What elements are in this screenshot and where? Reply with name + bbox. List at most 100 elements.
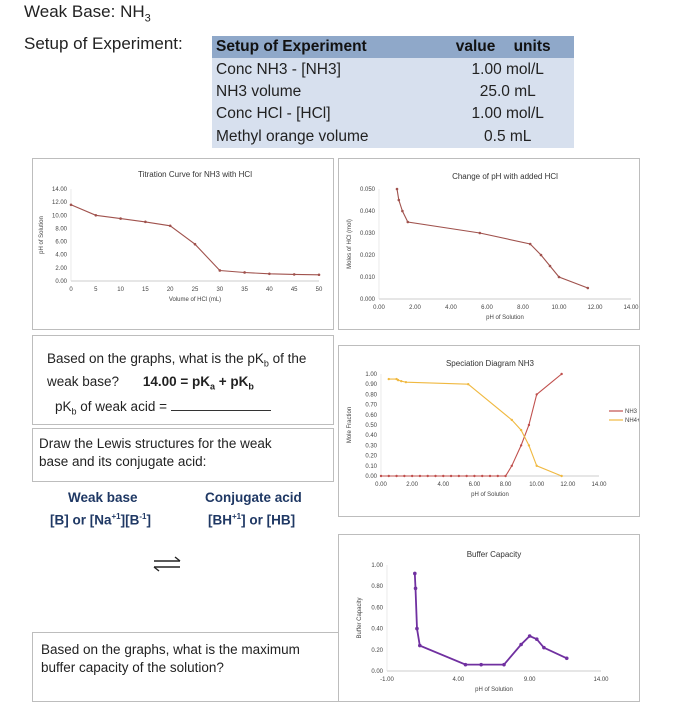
setup-header-units: units	[513, 38, 551, 56]
y-tick-label: 1.00	[365, 372, 377, 378]
pkb-answer-blank[interactable]	[170, 398, 271, 411]
data-point	[418, 474, 422, 478]
data-point	[387, 377, 390, 381]
data-point	[504, 474, 507, 478]
equilibrium-arrows-icon	[153, 556, 181, 572]
y-tick-label: 0.050	[360, 187, 376, 193]
data-point	[119, 217, 122, 220]
y-tick-label: 0.00	[365, 474, 377, 480]
y-tick-label: 0.90	[365, 382, 377, 388]
x-tick-label: 8.00	[517, 305, 529, 311]
speciation-chart: Speciation Diagram NH3 0.00 0.10 0.20 0.30 0.…	[347, 359, 641, 498]
x-tick-label: 0	[69, 287, 73, 293]
data-point	[467, 383, 470, 386]
buffer-prompt-line2: buffer capacity of the solution?	[41, 660, 224, 675]
series-line-hcl	[396, 188, 588, 289]
data-point	[527, 444, 531, 447]
x-tick-label: 9.00	[524, 677, 536, 683]
x-tick-label: 40	[266, 287, 273, 293]
data-point	[387, 474, 390, 478]
data-point	[479, 662, 483, 667]
data-point	[415, 626, 419, 631]
data-point	[535, 464, 538, 467]
pkb-prompt-line1-a: Based on the graphs, what is the pK	[47, 351, 264, 366]
y-tick-label: 0.40	[371, 627, 383, 633]
y-tick-label: 12.00	[52, 200, 68, 206]
x-tick-label: 0.00	[375, 482, 387, 488]
x-tick-label: 6.00	[481, 305, 493, 311]
data-point	[292, 273, 296, 276]
data-point	[379, 474, 383, 478]
y-tick-label: 0.30	[365, 443, 377, 449]
pkb-question-box: Based on the graphs, what is the pKb of …	[32, 335, 334, 425]
data-point	[535, 393, 538, 396]
data-point	[395, 187, 399, 191]
data-point	[396, 378, 400, 382]
data-point	[413, 571, 417, 576]
setup-row-value: 0.5 mL	[441, 125, 574, 148]
y-tick-label: 10.00	[52, 213, 68, 219]
setup-table: Setup of Experiment value units Conc NH3…	[212, 36, 574, 148]
data-point	[218, 269, 222, 272]
x-tick-label: 2.00	[406, 482, 418, 488]
data-point	[502, 662, 506, 667]
x-tick-label: 10	[117, 287, 124, 293]
data-point	[527, 423, 531, 427]
x-tick-label: 8.00	[500, 482, 512, 488]
buffer-prompt-line1: Based on the graphs, what is the maximum	[41, 642, 300, 657]
x-tick-label: -1.00	[380, 677, 394, 683]
chart-title: Speciation Diagram NH3	[446, 359, 535, 368]
y-tick-label: 0.000	[360, 297, 376, 303]
pkb-prompt-sub: b	[263, 358, 269, 369]
data-point	[539, 253, 543, 257]
x-tick-label: 14.00	[623, 305, 639, 311]
conj-acid-label: Conjugate acid	[205, 490, 302, 505]
x-axis-label: pH of Solution	[475, 687, 513, 693]
data-point	[449, 474, 453, 478]
x-tick-label: 2.00	[409, 305, 421, 311]
data-point	[510, 418, 513, 422]
series-line-nh4-	[388, 378, 562, 477]
series-line-buffer-capacity	[413, 573, 568, 666]
y-tick-label: 0.020	[360, 253, 376, 259]
data-point	[94, 213, 98, 217]
data-point	[586, 286, 590, 290]
x-tick-label: 4.00	[437, 482, 449, 488]
x-tick-label: 20	[167, 287, 174, 293]
y-tick-label: 4.00	[55, 253, 67, 259]
data-point	[519, 428, 523, 432]
y-axis-label: Buffer Capacity	[357, 598, 363, 639]
x-tick-label: 4.00	[452, 677, 464, 683]
series-line-ph	[70, 204, 320, 276]
x-tick-label: 25	[192, 287, 199, 293]
data-point	[317, 273, 321, 277]
y-tick-label: 14.00	[52, 187, 68, 193]
x-tick-label: 30	[216, 287, 223, 293]
x-tick-label: 14.00	[591, 482, 607, 488]
hcl-chart-panel: Change of pH with added HCl 0.000 0.010 0.0…	[338, 158, 640, 330]
setup-label: Setup of Experiment:	[24, 34, 183, 53]
data-point	[535, 637, 539, 641]
speciation-chart-panel: Speciation Diagram NH3 0.00 0.10 0.20 0.30 0.…	[338, 345, 641, 517]
y-tick-label: 0.60	[371, 605, 383, 611]
data-point	[527, 634, 532, 638]
data-point	[557, 275, 561, 279]
y-tick-label: 0.20	[365, 454, 377, 460]
y-tick-label: 0.50	[365, 423, 377, 429]
data-point	[168, 224, 172, 228]
setup-row-value: 25.0 mL	[441, 80, 574, 104]
page-title: Weak Base: NH3	[24, 2, 151, 25]
titration-chart-panel: Titration Curve for NH3 with HCl 0.00 2.00…	[32, 158, 334, 330]
setup-header-name: Setup of Experiment	[216, 38, 367, 56]
data-point	[403, 474, 406, 478]
chart-title: Buffer Capacity	[467, 550, 522, 559]
titration-chart: Titration Curve for NH3 with HCl 0.00 2.00…	[39, 170, 323, 303]
buffer-question-box: Based on the graphs, what is the maximum…	[32, 632, 339, 702]
x-tick-label: 14.00	[593, 677, 609, 683]
y-tick-label: 0.80	[371, 584, 383, 590]
setup-row-value: 1.00 mol/L	[441, 58, 574, 81]
pkb-weak-acid-sub: b	[71, 406, 77, 417]
data-point	[397, 198, 401, 202]
x-tick-label: 0.00	[373, 305, 385, 311]
data-point	[560, 474, 563, 478]
